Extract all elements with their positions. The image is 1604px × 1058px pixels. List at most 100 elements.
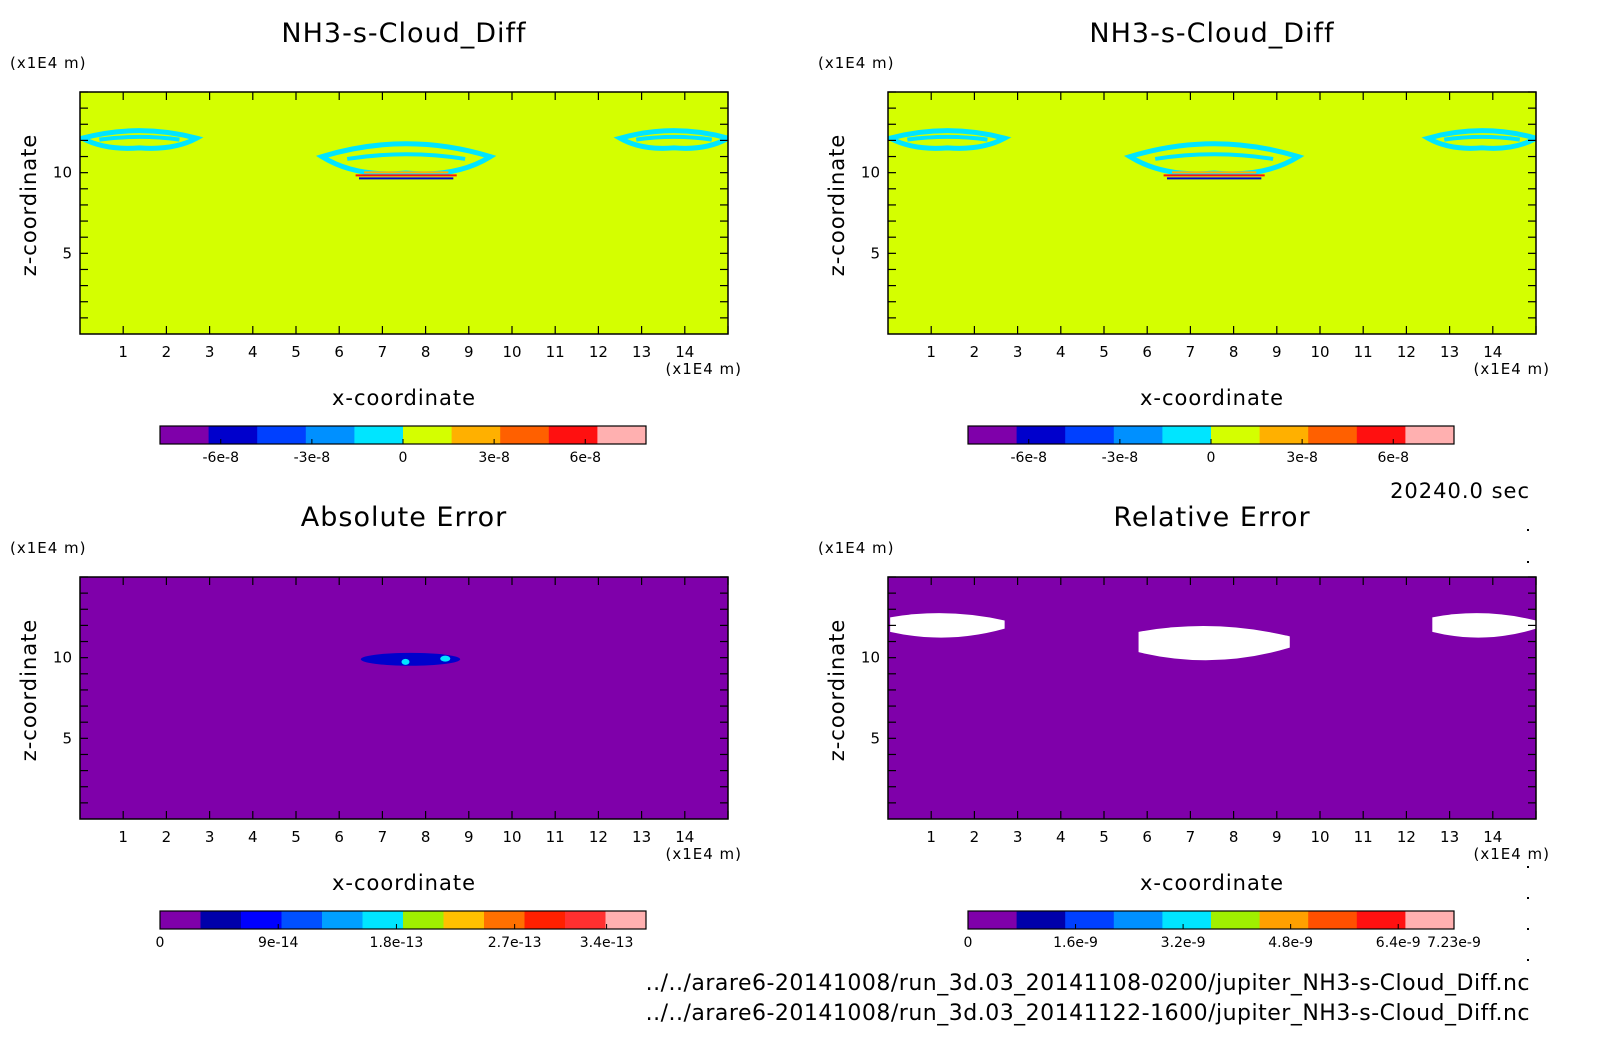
x-tick-label: 4 — [248, 343, 258, 361]
x-axis-label: x-coordinate — [1140, 871, 1284, 895]
field-feature — [1432, 613, 1536, 638]
plot-area — [80, 577, 728, 819]
field-feature — [1138, 626, 1290, 661]
x-tick-label: 13 — [1440, 343, 1459, 361]
colorbar-segment — [322, 911, 363, 929]
x-tick-label: 8 — [1229, 828, 1239, 846]
field-feature — [1421, 128, 1536, 151]
panel-1: NH3-s-Cloud_Diff (x1E4 m) (x1E4 m) x-coordi… — [10, 18, 741, 466]
x-tick-label: 14 — [675, 343, 694, 361]
x-tick-label: 6 — [1142, 343, 1152, 361]
colorbar-segment — [500, 426, 550, 444]
x-tick-label: 6 — [334, 828, 344, 846]
plot-area — [888, 92, 1536, 334]
colorbar-segment — [403, 426, 453, 444]
colorbar-segment — [1259, 426, 1309, 444]
colorbar-segment — [305, 426, 355, 444]
x-tick-label: 3 — [1013, 343, 1023, 361]
colorbar-segment — [1308, 426, 1358, 444]
colorbar-segment — [1405, 911, 1455, 929]
file-path-2: ../../arare6-20141008/run_3d.03_20141122… — [646, 1001, 1530, 1026]
y-tick-label: 5 — [870, 729, 880, 747]
x-tick-label: 8 — [1229, 343, 1239, 361]
panel-title: NH3-s-Cloud_Diff — [281, 18, 527, 49]
x-tick-label: 8 — [421, 828, 431, 846]
x-tick-label: 1 — [926, 343, 936, 361]
colorbar-segment — [1211, 911, 1261, 929]
x-tick-label: 10 — [1310, 828, 1329, 846]
panel-title: Absolute Error — [301, 502, 507, 533]
x-tick-label: 12 — [589, 343, 608, 361]
field-feature-inner — [907, 134, 988, 142]
y-axis-label: z-coordinate — [17, 134, 41, 277]
colorbar-segment — [1356, 426, 1406, 444]
y-axis-label: z-coordinate — [825, 134, 849, 277]
x-tick-label: 9 — [464, 828, 474, 846]
colorbar-tick-label: -6e-8 — [202, 450, 239, 466]
plot-frame — [887, 91, 1537, 335]
colorbar-segment — [1065, 426, 1115, 444]
x-tick-label: 11 — [1354, 828, 1373, 846]
field-feature — [613, 128, 728, 151]
colorbar-segment — [597, 426, 647, 444]
colorbar-segment — [200, 911, 242, 929]
x-tick-label: 9 — [1272, 828, 1282, 846]
y-tick-label: 5 — [62, 729, 72, 747]
time-label: 20240.0 sec — [1390, 479, 1530, 503]
colorbar-tick-label: 0 — [399, 450, 408, 466]
x-tick-label: 1 — [118, 343, 128, 361]
colorbar-segment — [1405, 426, 1455, 444]
panel-title: Relative Error — [1113, 502, 1310, 533]
colorbar-tick-label: 1.8e-13 — [370, 935, 424, 951]
colorbar-tick-label: 0 — [1207, 450, 1216, 466]
x-tick-label: 13 — [1440, 828, 1459, 846]
colorbar-segment — [208, 426, 258, 444]
y-unit-label: (x1E4 m) — [818, 539, 895, 557]
x-tick-label: 1 — [118, 828, 128, 846]
x-tick-label: 4 — [1056, 343, 1066, 361]
colorbar-segment — [968, 911, 1018, 929]
colorbar-tick-label: 6.4e-9 — [1376, 935, 1421, 951]
x-tick-label: 11 — [1354, 343, 1373, 361]
x-tick-label: 14 — [1483, 343, 1502, 361]
x-tick-label: 3 — [205, 828, 215, 846]
x-tick-label: 2 — [970, 343, 980, 361]
x-tick-label: 13 — [632, 343, 651, 361]
field-feature — [360, 652, 461, 666]
x-tick-label: 3 — [205, 343, 215, 361]
colorbar-segment — [403, 911, 444, 929]
y-tick-label: 10 — [53, 164, 72, 182]
x-tick-label: 2 — [162, 828, 172, 846]
colorbar-tick-label: 7.23e-9 — [1427, 935, 1481, 951]
field-feature-spot — [440, 655, 451, 662]
colorbar-segment — [968, 426, 1018, 444]
field-feature-inner — [1443, 134, 1521, 142]
x-tick-label: 9 — [464, 343, 474, 361]
colorbar-segment — [605, 911, 647, 929]
panel-3: Absolute Error (x1E4 m) (x1E4 m) x-coordina… — [10, 502, 741, 951]
y-tick-label: 10 — [53, 649, 72, 667]
colorbar-segment — [257, 426, 307, 444]
x-tick-label: 3 — [1013, 828, 1023, 846]
y-tick-label: 10 — [861, 164, 880, 182]
x-tick-label: 12 — [589, 828, 608, 846]
colorbar-tick-label: -6e-8 — [1010, 450, 1047, 466]
colorbar-tick-label: 6e-8 — [1378, 450, 1409, 466]
colorbar-segment — [524, 911, 566, 929]
colorbar-tick-label: 3e-8 — [1286, 450, 1317, 466]
x-tick-label: 5 — [1099, 828, 1109, 846]
x-tick-label: 7 — [378, 343, 388, 361]
x-tick-label: 5 — [291, 828, 301, 846]
colorbar-segment — [160, 911, 201, 929]
colorbar-segment — [1016, 426, 1066, 444]
colorbar-segment — [484, 911, 525, 929]
x-tick-label: 7 — [1186, 343, 1196, 361]
colorbar-segment — [160, 426, 210, 444]
y-axis-label: z-coordinate — [825, 619, 849, 762]
field-feature-spot — [401, 658, 410, 665]
field-feature — [890, 613, 1005, 638]
colorbar-tick-label: 3.4e-13 — [580, 935, 634, 951]
x-tick-label: 4 — [248, 828, 258, 846]
colorbar-frame — [159, 910, 647, 930]
colorbar-segment — [362, 911, 404, 929]
